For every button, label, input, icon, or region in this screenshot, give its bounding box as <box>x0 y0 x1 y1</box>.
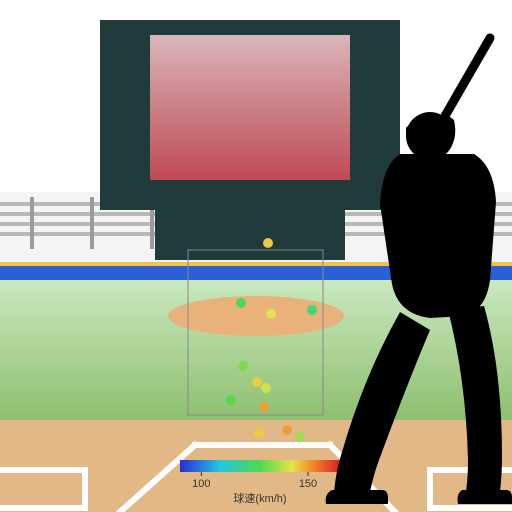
pitch-marker <box>252 377 262 387</box>
pitch-marker <box>266 309 276 319</box>
pitch-marker <box>238 361 248 371</box>
colorbar-tick-label: 100 <box>192 478 210 490</box>
colorbar-tick-label: 150 <box>299 478 317 490</box>
pitchers-mound <box>168 296 344 336</box>
pitch-marker <box>263 238 273 248</box>
pitch-marker <box>254 428 264 438</box>
pitch-marker <box>236 298 246 308</box>
colorbar-axis-label: 球速(km/h) <box>233 491 286 505</box>
pitch-location-chart: 100 150 球速(km/h) <box>0 0 512 512</box>
pitch-marker <box>282 425 292 435</box>
pitch-marker <box>261 383 271 393</box>
pitch-marker <box>295 432 305 442</box>
scoreboard-pillar <box>155 210 345 260</box>
chart-svg: 100 150 球速(km/h) <box>0 0 512 512</box>
pitch-marker <box>226 395 236 405</box>
pitch-marker <box>307 305 317 315</box>
speed-colorbar <box>180 460 340 472</box>
pitch-marker <box>259 402 269 412</box>
scoreboard-screen <box>150 35 350 180</box>
